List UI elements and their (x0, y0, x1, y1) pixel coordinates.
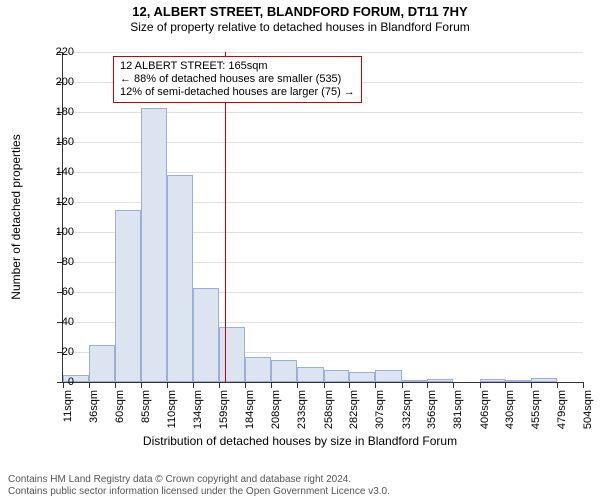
y-tick-label: 120 (40, 196, 74, 208)
x-tick-label: 381sqm (452, 390, 464, 430)
x-tick (297, 382, 298, 388)
histogram-bar (219, 327, 245, 383)
y-axis-title: Number of detached properties (9, 134, 23, 299)
x-tick (557, 382, 558, 388)
x-tick-label: 208sqm (270, 390, 282, 430)
x-tick-label: 455sqm (530, 390, 542, 430)
y-tick-label: 40 (40, 316, 74, 328)
x-tick (89, 382, 90, 388)
x-tick (531, 382, 532, 388)
x-tick-label: 406sqm (479, 390, 491, 430)
histogram-bar (271, 360, 297, 383)
x-tick (115, 382, 116, 388)
x-tick (349, 382, 350, 388)
y-tick-label: 60 (40, 286, 74, 298)
x-tick (505, 382, 506, 388)
histogram-bar (89, 345, 114, 383)
histogram-bar (402, 380, 427, 382)
histogram-bar (505, 380, 531, 382)
x-tick-label: 184sqm (244, 390, 256, 430)
x-tick (375, 382, 376, 388)
histogram-bar (427, 379, 453, 382)
x-tick-label: 60sqm (114, 390, 126, 430)
callout-line1: 12 ALBERT STREET: 165sqm (120, 60, 355, 73)
chart-title: 12, ALBERT STREET, BLANDFORD FORUM, DT11… (0, 0, 600, 19)
y-tick-label: 180 (40, 106, 74, 118)
x-tick-label: 332sqm (401, 390, 413, 430)
x-tick (427, 382, 428, 388)
x-axis-title: Distribution of detached houses by size … (0, 434, 600, 448)
x-tick-label: 258sqm (323, 390, 335, 430)
x-tick-label: 356sqm (426, 390, 438, 430)
x-tick-label: 430sqm (504, 390, 516, 430)
x-tick-label: 110sqm (166, 390, 178, 430)
x-tick-label: 36sqm (88, 390, 100, 430)
x-tick (324, 382, 325, 388)
y-tick-label: 220 (40, 46, 74, 58)
y-tick-label: 80 (40, 256, 74, 268)
callout-box: 12 ALBERT STREET: 165sqm ← 88% of detach… (113, 56, 362, 103)
x-tick-label: 479sqm (556, 390, 568, 430)
histogram-bar (375, 370, 401, 382)
y-tick-label: 160 (40, 136, 74, 148)
histogram-bar (167, 175, 192, 382)
x-tick-label: 504sqm (582, 390, 594, 430)
x-tick-label: 134sqm (192, 390, 204, 430)
footer: Contains HM Land Registry data © Crown c… (8, 474, 592, 498)
plot-area: 12 ALBERT STREET: 165sqm ← 88% of detach… (62, 52, 583, 383)
y-tick-label: 20 (40, 346, 74, 358)
x-tick-label: 282sqm (348, 390, 360, 430)
histogram-bar (115, 210, 141, 383)
x-tick (271, 382, 272, 388)
histogram-bar (297, 367, 323, 382)
x-tick (453, 382, 454, 388)
histogram-bar (141, 108, 167, 383)
histogram-bar (480, 379, 505, 382)
histogram-bar (245, 357, 270, 383)
x-tick-label: 85sqm (140, 390, 152, 430)
x-tick (245, 382, 246, 388)
histogram-bar (324, 370, 349, 382)
histogram-bar (193, 288, 219, 383)
callout-line2: ← 88% of detached houses are smaller (53… (120, 73, 355, 86)
callout-line3: 12% of semi-detached houses are larger (… (120, 86, 355, 99)
y-tick-label: 100 (40, 226, 74, 238)
y-tick-label: 0 (40, 376, 74, 388)
x-tick-label: 233sqm (296, 390, 308, 430)
x-tick (583, 382, 584, 388)
x-tick-label: 159sqm (218, 390, 230, 430)
chart-subtitle: Size of property relative to detached ho… (0, 20, 600, 34)
histogram-bar (349, 372, 375, 383)
footer-line1: Contains HM Land Registry data © Crown c… (8, 474, 592, 486)
x-tick (402, 382, 403, 388)
x-tick (167, 382, 168, 388)
x-tick (219, 382, 220, 388)
y-tick-label: 140 (40, 166, 74, 178)
histogram-bar (531, 378, 556, 383)
x-tick-label: 11sqm (62, 390, 74, 430)
x-tick (141, 382, 142, 388)
gridline (63, 52, 583, 53)
footer-line2: Contains public sector information licen… (8, 486, 592, 498)
x-tick (193, 382, 194, 388)
x-tick-label: 307sqm (374, 390, 386, 430)
y-tick-label: 200 (40, 76, 74, 88)
x-tick (480, 382, 481, 388)
